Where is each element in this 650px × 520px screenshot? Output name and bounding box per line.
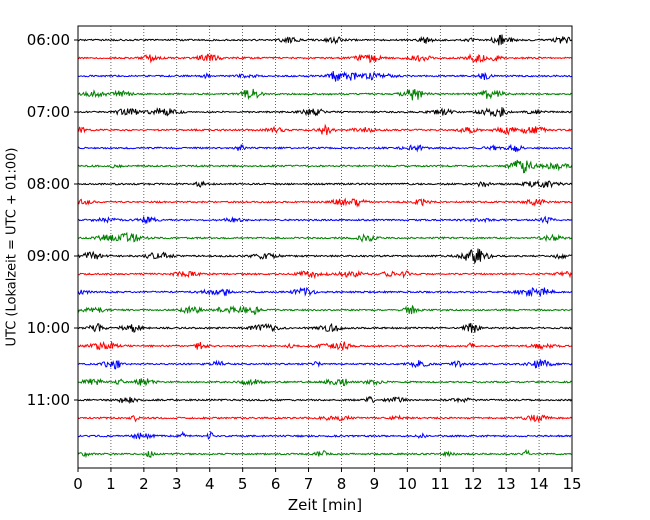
x-tick-label: 12 bbox=[464, 475, 483, 493]
trace-line bbox=[77, 322, 572, 333]
y-tick-label: 08:00 bbox=[27, 175, 70, 193]
trace-line bbox=[77, 430, 572, 440]
x-tick-label: 7 bbox=[304, 475, 314, 493]
x-axis-ticks: 0 1 2 3 4 5 6 7 8 9 10 11 12 13 14 15 bbox=[73, 468, 582, 493]
trace-line bbox=[77, 197, 572, 208]
trace-line bbox=[77, 107, 572, 118]
x-tick-label: 10 bbox=[398, 475, 417, 493]
trace-line bbox=[77, 395, 573, 405]
x-tick-label: 2 bbox=[139, 475, 149, 493]
y-tick-label: 09:00 bbox=[27, 247, 70, 265]
x-tick-label: 5 bbox=[238, 475, 248, 493]
x-tick-label: 13 bbox=[497, 475, 516, 493]
trace-line bbox=[77, 358, 573, 370]
x-tick-label: 11 bbox=[431, 475, 450, 493]
y-tick-label: 07:00 bbox=[27, 103, 70, 121]
y-axis-label: UTC (Lokalzeit = UTC + 01:00) bbox=[5, 148, 20, 347]
y-axis-ticks: 06:00 07:00 08:00 09:00 10:00 11:00 bbox=[27, 31, 78, 409]
trace-line bbox=[77, 215, 572, 225]
plot-frame bbox=[77, 25, 573, 469]
x-tick-label: 3 bbox=[172, 475, 182, 493]
trace-line bbox=[77, 449, 572, 459]
x-tick-label: 0 bbox=[73, 475, 83, 493]
x-axis-label: Zeit [min] bbox=[288, 496, 362, 514]
trace-line bbox=[77, 34, 572, 46]
vertical-grid bbox=[110, 26, 540, 468]
trace-line bbox=[77, 179, 573, 189]
trace-line bbox=[77, 414, 572, 424]
trace-line bbox=[77, 159, 573, 174]
x-tick-label: 4 bbox=[205, 475, 215, 493]
x-tick-label: 15 bbox=[562, 475, 581, 493]
trace-line bbox=[77, 377, 572, 387]
y-tick-label: 10:00 bbox=[27, 319, 70, 337]
trace-line bbox=[77, 304, 572, 316]
x-tick-label: 9 bbox=[370, 475, 380, 493]
trace-line bbox=[77, 123, 572, 136]
x-tick-label: 8 bbox=[337, 475, 347, 493]
trace-line bbox=[77, 88, 572, 101]
y-tick-label: 11:00 bbox=[27, 391, 70, 409]
trace-line bbox=[77, 248, 572, 265]
trace-line bbox=[77, 286, 572, 298]
trace-line bbox=[77, 143, 572, 153]
trace-line bbox=[77, 269, 573, 280]
x-tick-label: 1 bbox=[106, 475, 116, 493]
trace-line bbox=[77, 70, 572, 82]
traces bbox=[77, 34, 573, 459]
trace-line bbox=[77, 231, 572, 243]
trace-line bbox=[77, 52, 572, 64]
y-tick-label: 06:00 bbox=[27, 31, 70, 49]
trace-line bbox=[77, 340, 572, 351]
x-tick-label: 6 bbox=[271, 475, 281, 493]
x-tick-label: 14 bbox=[530, 475, 549, 493]
